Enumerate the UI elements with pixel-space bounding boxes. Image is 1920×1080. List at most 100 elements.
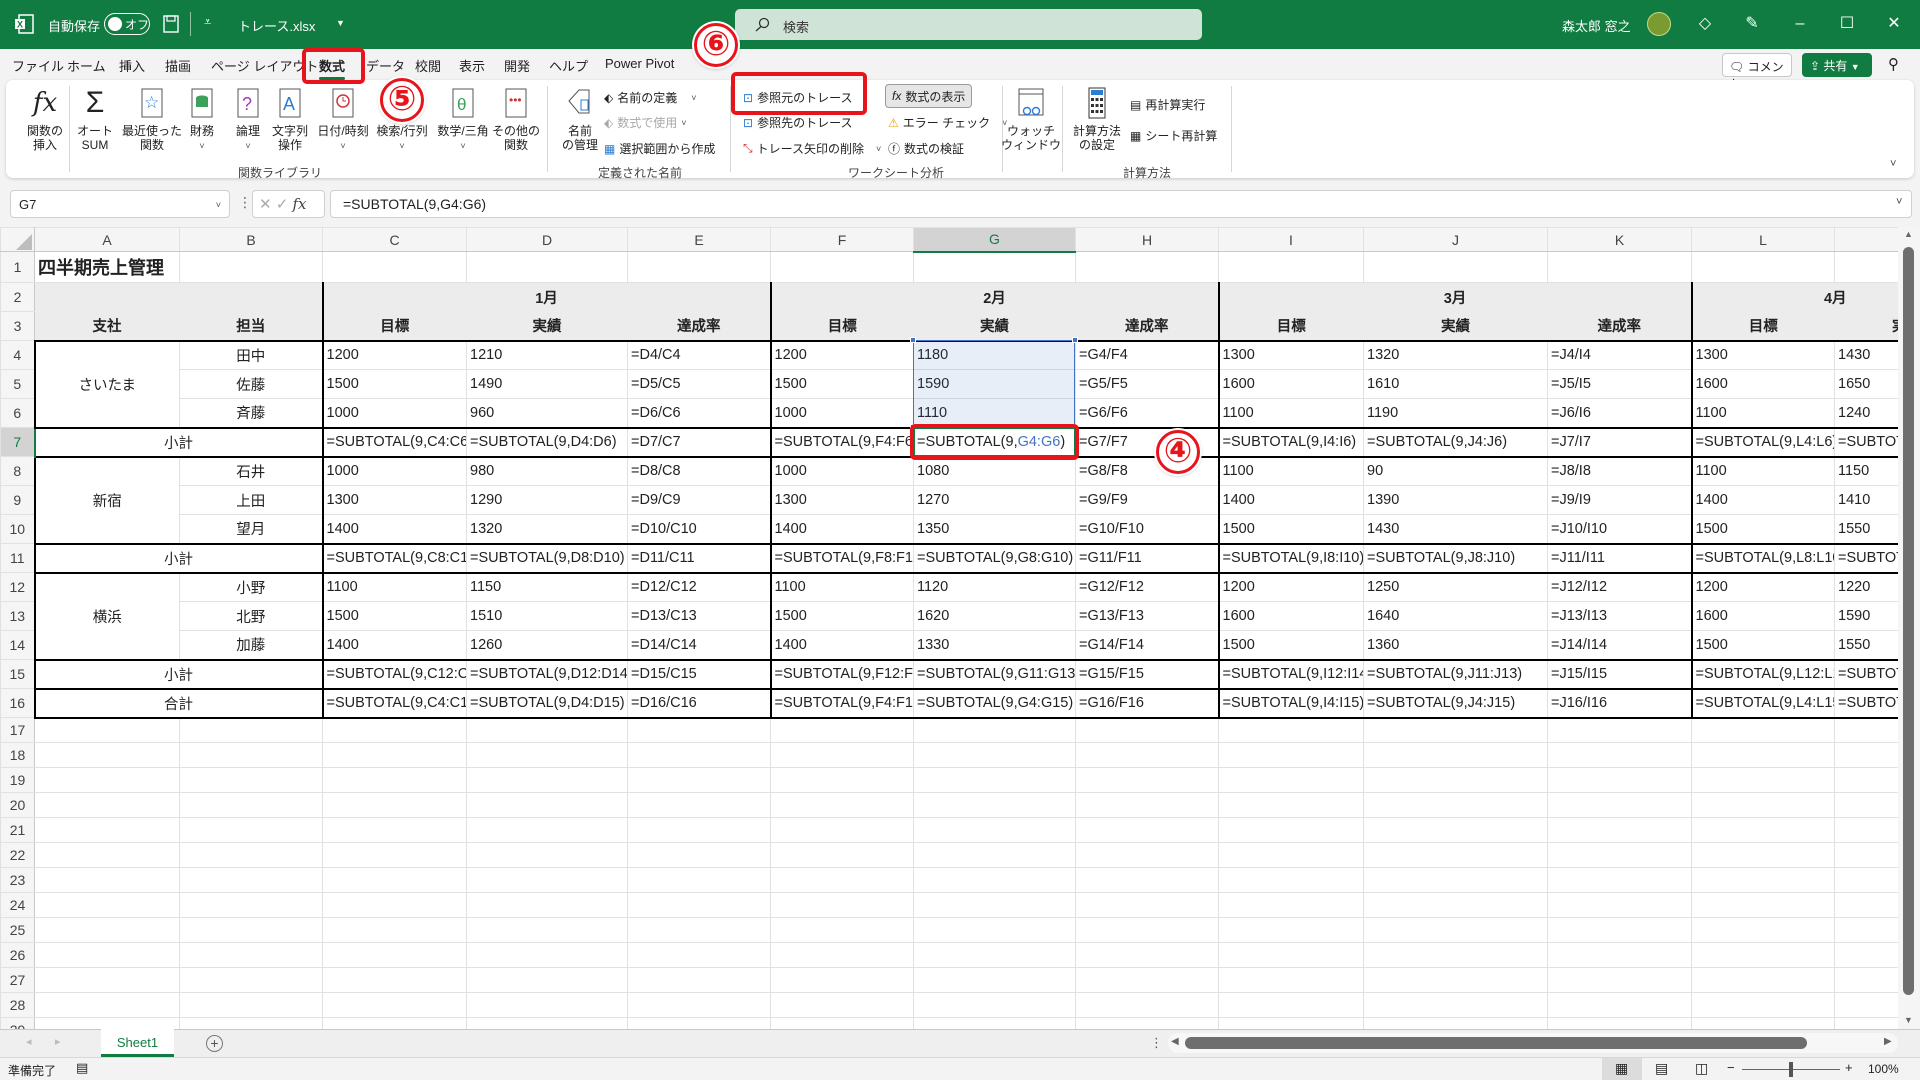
row-header[interactable]: 6 [0, 398, 35, 428]
cell-C4[interactable]: 1200 [321, 339, 467, 370]
cell-M13[interactable]: 1590 [1834, 601, 1898, 631]
cell-H24[interactable] [1075, 892, 1219, 918]
cell-H15[interactable]: =G15/F15 [1075, 658, 1219, 689]
cell-F2[interactable]: 2月 [769, 282, 1219, 312]
cell-K8[interactable]: =J8/I8 [1547, 455, 1692, 486]
cell-B17[interactable] [179, 716, 323, 743]
cell-C26[interactable] [322, 942, 467, 968]
cell-L5[interactable]: 1600 [1690, 369, 1835, 399]
cell-C20[interactable] [322, 792, 467, 818]
cell-E10[interactable]: =D10/C10 [627, 514, 771, 544]
cell-E18[interactable] [627, 742, 771, 768]
cell-A7[interactable]: 小計 [33, 426, 323, 457]
cell-A23[interactable] [34, 867, 180, 893]
autosum-button[interactable]: Σ オート SUM [67, 86, 123, 153]
autosave-toggle[interactable]: オフ [104, 13, 150, 35]
cell-A2[interactable] [34, 282, 180, 312]
cell-J12[interactable]: 1250 [1363, 571, 1548, 602]
cell-I16[interactable]: =SUBTOTAL(9,I4:I15) [1217, 687, 1364, 718]
cell-M18[interactable] [1834, 742, 1898, 768]
cell-F27[interactable] [770, 967, 914, 993]
cell-G14[interactable]: 1330 [913, 630, 1076, 660]
cell-E23[interactable] [627, 867, 771, 893]
cell-C19[interactable] [322, 767, 467, 793]
cell-D17[interactable] [466, 716, 628, 743]
cell-E27[interactable] [627, 967, 771, 993]
cell-D26[interactable] [466, 942, 628, 968]
cell-I25[interactable] [1218, 917, 1364, 943]
cell-F12[interactable]: 1100 [769, 571, 914, 602]
cell-H1[interactable] [1075, 251, 1219, 283]
cell-H17[interactable] [1075, 716, 1219, 743]
cell-L25[interactable] [1691, 917, 1835, 943]
cell-M23[interactable] [1834, 867, 1898, 893]
cell-K5[interactable]: =J5/I5 [1547, 369, 1692, 399]
maximize-icon[interactable]: ☐ [1839, 15, 1855, 32]
tab-review[interactable]: 校閲 [415, 59, 442, 74]
column-header[interactable]: I [1218, 227, 1364, 252]
cell-C17[interactable] [322, 716, 467, 743]
select-all-corner[interactable] [0, 227, 35, 252]
cell-B6[interactable]: 斉藤 [179, 398, 323, 428]
row-header[interactable]: 18 [0, 742, 35, 768]
cell-D27[interactable] [466, 967, 628, 993]
cell-M5[interactable]: 1650 [1834, 369, 1898, 399]
cell-C12[interactable]: 1100 [321, 571, 467, 602]
cell-E29[interactable] [627, 1017, 771, 1029]
cell-K4[interactable]: =J4/I4 [1547, 339, 1692, 370]
cell-I3[interactable]: 目標 [1217, 311, 1364, 341]
expand-formula-bar-icon[interactable]: ˅ [1896, 196, 1903, 208]
cell-I8[interactable]: 1100 [1217, 455, 1364, 486]
search-box[interactable]: 検索 [735, 9, 1202, 40]
cell-D18[interactable] [466, 742, 628, 768]
cell-E8[interactable]: =D8/C8 [627, 455, 771, 486]
cell-J14[interactable]: 1360 [1363, 630, 1548, 660]
row-header[interactable]: 21 [0, 817, 35, 843]
cell-D22[interactable] [466, 842, 628, 868]
cell-K6[interactable]: =J6/I6 [1547, 398, 1692, 428]
add-sheet-icon[interactable]: + [206, 1035, 223, 1052]
zoom-in-icon[interactable]: + [1845, 1060, 1853, 1075]
row-header[interactable]: 20 [0, 792, 35, 818]
cell-K14[interactable]: =J14/I14 [1547, 630, 1692, 660]
cell-G4[interactable]: 1180 [913, 339, 1076, 370]
cell-D24[interactable] [466, 892, 628, 918]
cell-E1[interactable] [627, 251, 771, 283]
tab-page-layout[interactable]: ページ レイアウト [211, 59, 319, 74]
cell-G20[interactable] [913, 792, 1076, 818]
cell-J22[interactable] [1363, 842, 1548, 868]
show-formulas-button[interactable]: fx 数式の表示 [885, 84, 973, 108]
cell-I19[interactable] [1218, 767, 1364, 793]
cell-K23[interactable] [1547, 867, 1692, 893]
insert-function-icon[interactable]: fx [292, 195, 307, 213]
cell-H12[interactable]: =G12/F12 [1075, 571, 1219, 602]
cell-J6[interactable]: 1190 [1363, 398, 1548, 428]
cell-M10[interactable]: 1550 [1834, 514, 1898, 544]
cell-H22[interactable] [1075, 842, 1219, 868]
cell-M15[interactable]: =SUBTOTAL(9,M12:M14) [1834, 658, 1898, 689]
cell-A8[interactable]: 新宿 [33, 455, 180, 544]
cell-C9[interactable]: 1300 [321, 485, 467, 515]
cell-L22[interactable] [1691, 842, 1835, 868]
cell-A20[interactable] [34, 792, 180, 818]
cell-E4[interactable]: =D4/C4 [627, 339, 771, 370]
cell-C13[interactable]: 1500 [321, 601, 467, 631]
cell-M24[interactable] [1834, 892, 1898, 918]
cell-L28[interactable] [1691, 992, 1835, 1018]
column-header[interactable]: A [34, 227, 180, 252]
cell-I12[interactable]: 1200 [1217, 571, 1364, 602]
cell-D19[interactable] [466, 767, 628, 793]
sheet-tab-sheet1[interactable]: Sheet1 [101, 1029, 174, 1057]
tab-help[interactable]: ヘルプ [549, 59, 589, 74]
cell-F22[interactable] [770, 842, 914, 868]
cell-E7[interactable]: =D7/C7 [627, 426, 771, 457]
cell-A25[interactable] [34, 917, 180, 943]
column-header[interactable]: D [466, 227, 628, 252]
cell-M7[interactable]: =SUBTOTAL(9,M4:M6) [1834, 426, 1898, 457]
chevron-down-icon[interactable]: ˅ [215, 200, 221, 210]
cell-L12[interactable]: 1200 [1690, 571, 1835, 602]
cell-H14[interactable]: =G14/F14 [1075, 630, 1219, 660]
cell-G21[interactable] [913, 817, 1076, 843]
row-header[interactable]: 10 [0, 514, 35, 544]
row-header[interactable]: 11 [0, 543, 35, 573]
